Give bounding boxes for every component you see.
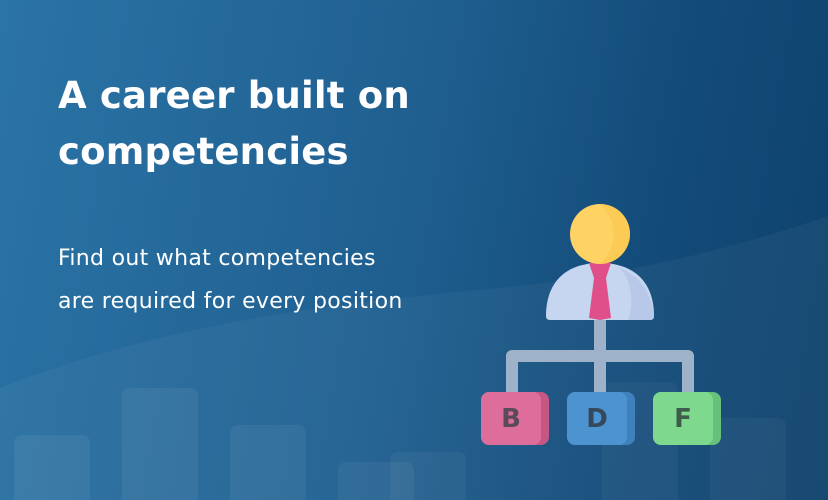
subheadline-line: are required for every position bbox=[58, 289, 403, 314]
competency-box-face bbox=[567, 392, 627, 445]
competency-box-f: F bbox=[653, 392, 721, 445]
competency-box-d: D bbox=[567, 392, 635, 445]
tie-knot-icon bbox=[589, 263, 611, 278]
competency-box-face bbox=[653, 392, 713, 445]
head-shadow-icon bbox=[600, 204, 630, 264]
background-bar bbox=[710, 418, 786, 500]
background-bar bbox=[230, 425, 306, 500]
competency-letter: D bbox=[586, 404, 608, 434]
background-bar bbox=[14, 435, 90, 500]
headline: A career built on competencies bbox=[58, 68, 448, 180]
competency-letter: F bbox=[674, 404, 692, 434]
shirt-shadow-icon bbox=[620, 268, 654, 320]
tie-icon bbox=[589, 278, 611, 320]
competency-box-face bbox=[481, 392, 541, 445]
headline-line: competencies bbox=[58, 130, 349, 173]
background-bar bbox=[390, 452, 466, 500]
subheadline: Find out what competencies are required … bbox=[58, 237, 478, 323]
background-bar bbox=[122, 388, 198, 500]
connector-lines bbox=[506, 308, 694, 400]
background-bar bbox=[338, 462, 414, 500]
competency-letter: B bbox=[501, 404, 521, 434]
headline-line: A career built on bbox=[58, 74, 410, 117]
person-icon bbox=[546, 204, 654, 320]
competency-box-b: B bbox=[481, 392, 549, 445]
subheadline-line: Find out what competencies bbox=[58, 246, 376, 271]
